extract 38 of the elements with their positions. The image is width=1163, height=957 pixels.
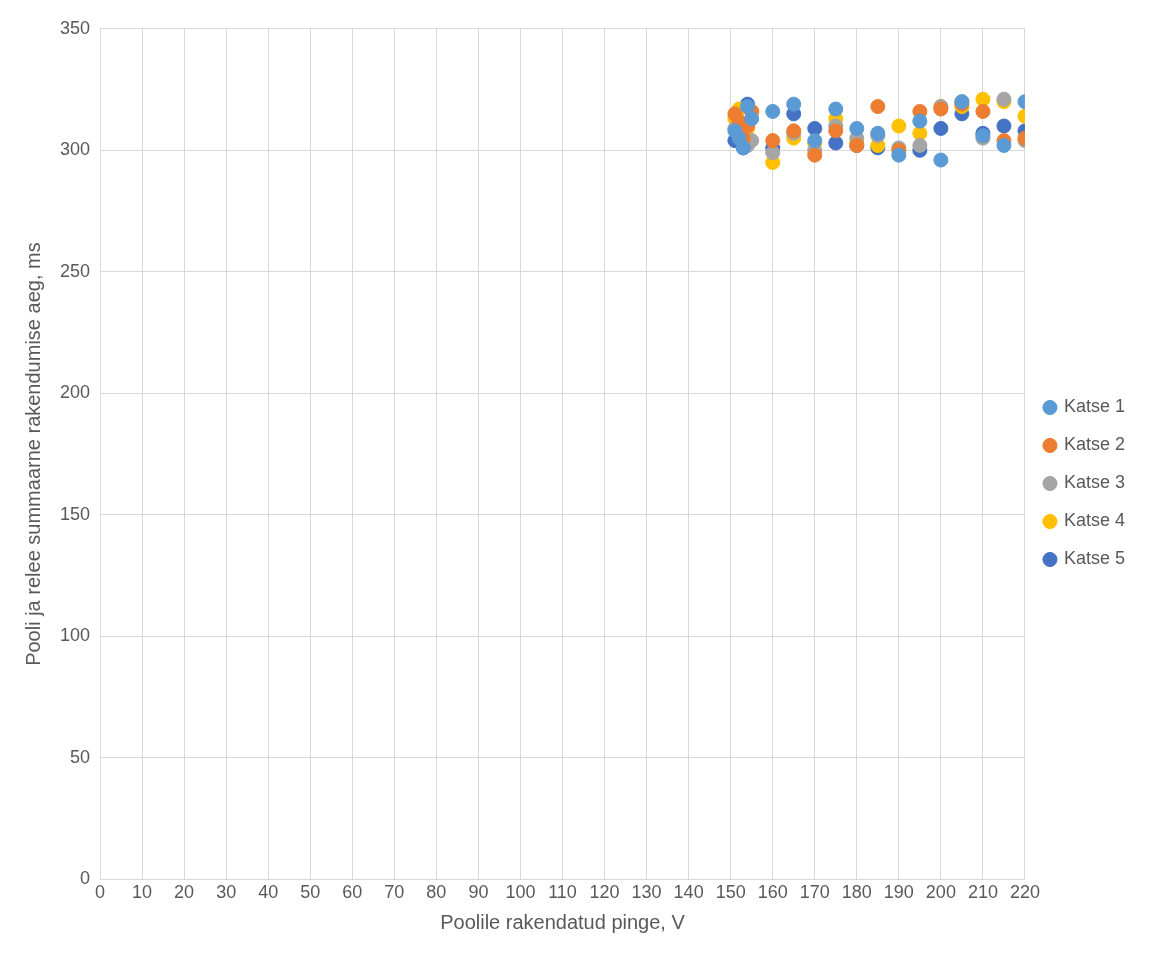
x-axis-title: Poolile rakendatud pinge, V — [440, 910, 686, 933]
x-tick-label: 80 — [426, 882, 447, 903]
x-tick-label: 180 — [841, 882, 872, 903]
x-tick-label: 110 — [548, 882, 577, 903]
legend-label: Katse 3 — [1063, 472, 1126, 493]
legend-label: Katse 4 — [1063, 510, 1126, 531]
x-tick-label: 40 — [258, 882, 279, 903]
x-tick-label: 30 — [216, 882, 237, 903]
x-tick-label: 200 — [925, 882, 956, 903]
y-tick-label: 250 — [59, 260, 91, 281]
x-tick-label: 140 — [673, 882, 704, 903]
x-tick-label: 210 — [967, 882, 998, 903]
y-axis-title: Pooli ja relee summaarne rakendumise aeg, ms — [21, 242, 44, 666]
x-tick-label: 60 — [342, 882, 363, 903]
x-tick-label: 120 — [589, 882, 620, 903]
y-tick-label: 150 — [59, 503, 91, 524]
y-tick-label: 300 — [59, 139, 91, 160]
x-tick-label: 170 — [799, 882, 830, 903]
x-tick-label: 100 — [505, 882, 536, 903]
x-tick-label: 20 — [174, 882, 195, 903]
legend-label: Katse 1 — [1063, 396, 1126, 417]
x-tick-label: 160 — [757, 882, 788, 903]
y-tick-label: 200 — [59, 382, 91, 403]
x-tick-label: 70 — [384, 882, 405, 903]
legend-label: Katse 5 — [1063, 548, 1126, 569]
y-tick-label: 100 — [59, 625, 91, 646]
x-tick-label: 220 — [1009, 882, 1040, 903]
x-tick-label: 10 — [132, 882, 153, 903]
legend-label: Katse 2 — [1063, 434, 1126, 455]
x-tick-label: 190 — [883, 882, 914, 903]
x-tick-label: 90 — [468, 882, 489, 903]
x-tick-label: 0 — [95, 882, 106, 903]
y-tick-label: 350 — [59, 17, 91, 38]
x-tick-label: 50 — [300, 882, 321, 903]
x-tick-label: 150 — [715, 882, 746, 903]
x-tick-label: 130 — [631, 882, 662, 903]
y-tick-label: 50 — [70, 746, 91, 767]
y-tick-label: 0 — [80, 868, 91, 889]
